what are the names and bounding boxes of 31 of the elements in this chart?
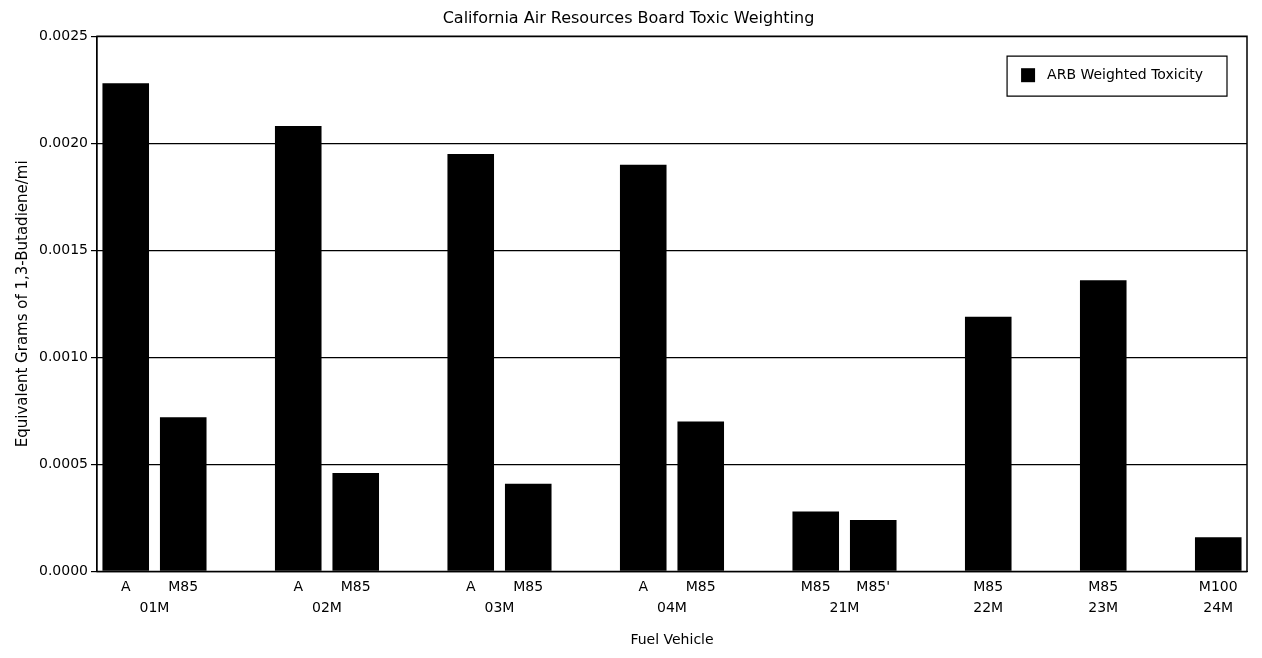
y-tick-label: 0.0015 [38, 240, 88, 257]
x-tick-label: M85 [168, 578, 199, 595]
text: 24M [1203, 599, 1234, 616]
y-tick-label: 0.0020 [38, 133, 88, 150]
x-tick-label: M85 [340, 578, 371, 595]
x-tick-label: A [638, 578, 649, 595]
text: 03M [484, 599, 515, 616]
text: 01M [139, 599, 170, 616]
y-tick-label: 0.0000 [38, 562, 88, 579]
x-tick-label: M100 [1198, 578, 1238, 595]
x-tick-label: M85' [856, 578, 891, 595]
x-tick-label: M85 [973, 578, 1004, 595]
y-axis-title: Equivalent Grams of 1,3-Butadiene/mi [12, 160, 31, 448]
x-tick-label: M85 [513, 578, 544, 595]
text: 23M [1088, 599, 1119, 616]
x-tick-label: M85 [800, 578, 831, 595]
legend-label: ARB Weighted Toxicity [1047, 65, 1204, 82]
y-tick-label: 0.0010 [38, 347, 88, 364]
text: 22M [973, 599, 1004, 616]
y-tick-label: 0.0005 [38, 455, 88, 471]
x-tick-label: M85 [1088, 578, 1119, 595]
x-tick-label: M85 [685, 578, 716, 595]
y-tick-label: 0.0025 [38, 26, 88, 43]
x-tick-label: A [120, 578, 131, 595]
x-tick-label: A [465, 578, 476, 595]
text: 21M [829, 599, 860, 616]
x-axis-title: Fuel Vehicle [630, 631, 714, 648]
text: 02M [312, 599, 342, 616]
chart-title: California Air Resources Board Toxic Weighting [442, 7, 815, 27]
text: 04M [657, 599, 687, 616]
x-tick-label: A [293, 578, 304, 595]
